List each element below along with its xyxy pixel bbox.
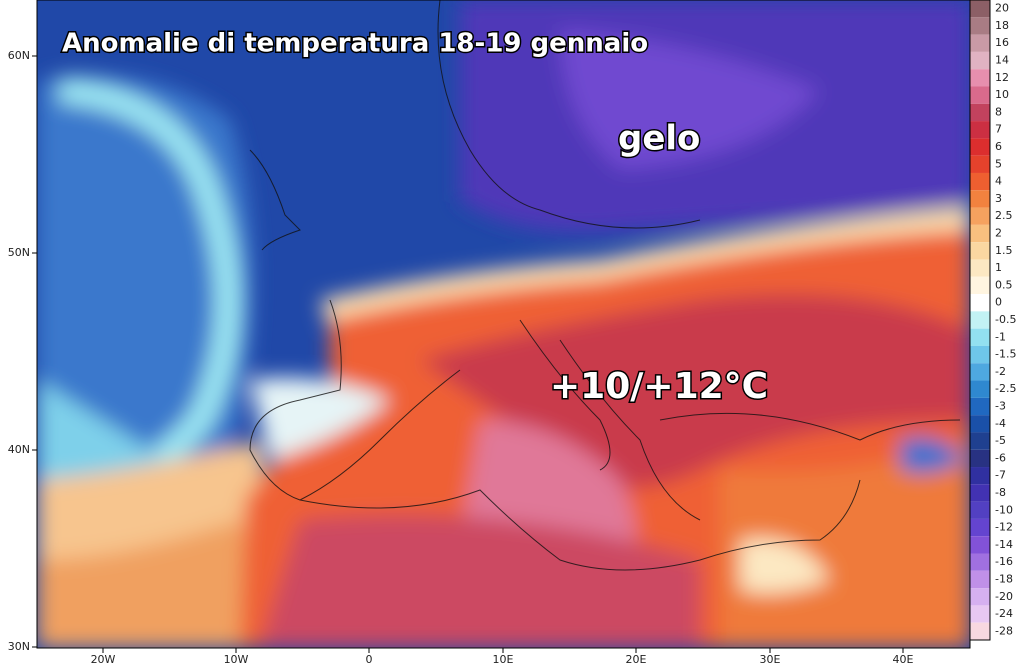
- colorbar-swatch: [970, 588, 990, 606]
- colorbar-swatch: [970, 224, 990, 243]
- colorbar-swatch: [970, 259, 990, 277]
- colorbar-label: 12: [995, 71, 1009, 84]
- colorbar-label: -18: [995, 572, 1013, 585]
- colorbar-swatch: [970, 86, 990, 104]
- longitude-label: 20W: [91, 653, 116, 666]
- colorbar-label: -24: [995, 607, 1013, 620]
- colorbar-swatch: [970, 207, 990, 225]
- colorbar-frame: [969, 0, 991, 641]
- colorbar-label: -1: [995, 330, 1006, 343]
- colorbar-label: 6: [995, 140, 1002, 153]
- colorbar-label: 1.5: [995, 244, 1013, 257]
- colorbar-label: -10: [995, 503, 1013, 516]
- annotation: gelo: [618, 119, 700, 159]
- map-title: Anomalie di temperatura 18-19 gennaio: [62, 29, 648, 59]
- colorbar-swatch: [970, 605, 990, 623]
- colorbar-label: -14: [995, 538, 1013, 551]
- longitude-label: 10W: [224, 653, 249, 666]
- colorbar-label: 4: [995, 175, 1002, 188]
- colorbar-swatch: [970, 345, 990, 364]
- colorbar-label: 0: [995, 296, 1002, 309]
- colorbar-swatch: [970, 172, 990, 191]
- colorbar-label: 10: [995, 88, 1009, 101]
- colorbar-swatch: [970, 449, 990, 468]
- colorbar-swatch: [970, 294, 990, 312]
- latitude-label: 40N: [8, 443, 30, 456]
- colorbar-swatch: [970, 328, 990, 346]
- colorbar-label: -4: [995, 417, 1006, 430]
- longitude-label: 40E: [893, 653, 914, 666]
- colorbar-label: 14: [995, 54, 1009, 67]
- colorbar-swatch: [970, 432, 990, 450]
- annotation: +10/+12°C: [550, 366, 768, 407]
- colorbar-swatch: [970, 467, 990, 485]
- map: [37, 0, 970, 648]
- colorbar-swatch: [970, 121, 990, 139]
- colorbar-label: 7: [995, 123, 1002, 136]
- colorbar-label: -16: [995, 555, 1013, 568]
- colorbar-swatch: [970, 69, 990, 87]
- longitude-label: 30E: [760, 653, 781, 666]
- colorbar-swatch: [970, 190, 990, 208]
- colorbar-label: 20: [995, 2, 1009, 15]
- colorbar-swatch: [970, 415, 990, 433]
- colorbar-swatch: [970, 276, 990, 295]
- colorbar-label: 1: [995, 261, 1002, 274]
- colorbar-swatch: [970, 570, 990, 589]
- colorbar-label: -20: [995, 590, 1013, 603]
- colorbar-swatch: [970, 242, 990, 260]
- colorbar-swatch: [970, 17, 990, 35]
- colorbar-label: -2: [995, 365, 1006, 378]
- colorbar-swatch: [970, 501, 990, 519]
- colorbar-swatch: [970, 311, 990, 329]
- colorbar-swatch: [970, 0, 990, 18]
- colorbar-label: -3: [995, 399, 1006, 412]
- colorbar-label: -6: [995, 451, 1006, 464]
- colorbar-label: -8: [995, 486, 1006, 499]
- colorbar-swatch: [970, 380, 990, 398]
- colorbar-label: 8: [995, 105, 1002, 118]
- latitude-label: 60N: [8, 49, 30, 62]
- colorbar-label: 2.5: [995, 209, 1013, 222]
- colorbar-swatch: [970, 484, 990, 502]
- colorbar-label: -7: [995, 469, 1006, 482]
- colorbar-label: -0.5: [995, 313, 1016, 326]
- colorbar-swatch: [970, 51, 990, 70]
- colorbar-swatch: [970, 103, 990, 122]
- colorbar-label: 2: [995, 227, 1002, 240]
- latitude-label: 30N: [8, 640, 30, 653]
- colorbar-label: -12: [995, 521, 1013, 534]
- latitude-label: 50N: [8, 246, 30, 259]
- colorbar-label: 0.5: [995, 278, 1013, 291]
- colorbar-swatch: [970, 155, 990, 173]
- colorbar-label: 18: [995, 19, 1009, 32]
- colorbar-swatch: [970, 397, 990, 416]
- colorbar-swatch: [970, 536, 990, 554]
- colorbar-label: 3: [995, 192, 1002, 205]
- colorbar-swatch: [970, 553, 990, 571]
- longitude-label: 0: [366, 653, 373, 666]
- colorbar-label: -28: [995, 624, 1013, 637]
- colorbar-label: -2.5: [995, 382, 1016, 395]
- colorbar: 20 18 16 14 12 10 8 7 6 5 4 3 2.5 2 1.5 1 0.5 0 -0.5 -1 -1.5…: [969, 0, 1016, 641]
- longitude-label: 20E: [626, 653, 647, 666]
- colorbar-swatch: [970, 622, 990, 640]
- axes: 60N 50N 40N 30N 20W 10W 0 10E 20E 30E 40E: [8, 49, 914, 666]
- colorbar-swatch: [970, 34, 990, 52]
- colorbar-label: -1.5: [995, 348, 1016, 361]
- colorbar-label: -5: [995, 434, 1006, 447]
- colorbar-swatch: [970, 363, 990, 381]
- colorbar-label: 5: [995, 157, 1002, 170]
- colorbar-swatch: [970, 518, 990, 537]
- colorbar-swatch: [970, 138, 990, 156]
- colorbar-label: 16: [995, 36, 1009, 49]
- longitude-label: 10E: [493, 653, 514, 666]
